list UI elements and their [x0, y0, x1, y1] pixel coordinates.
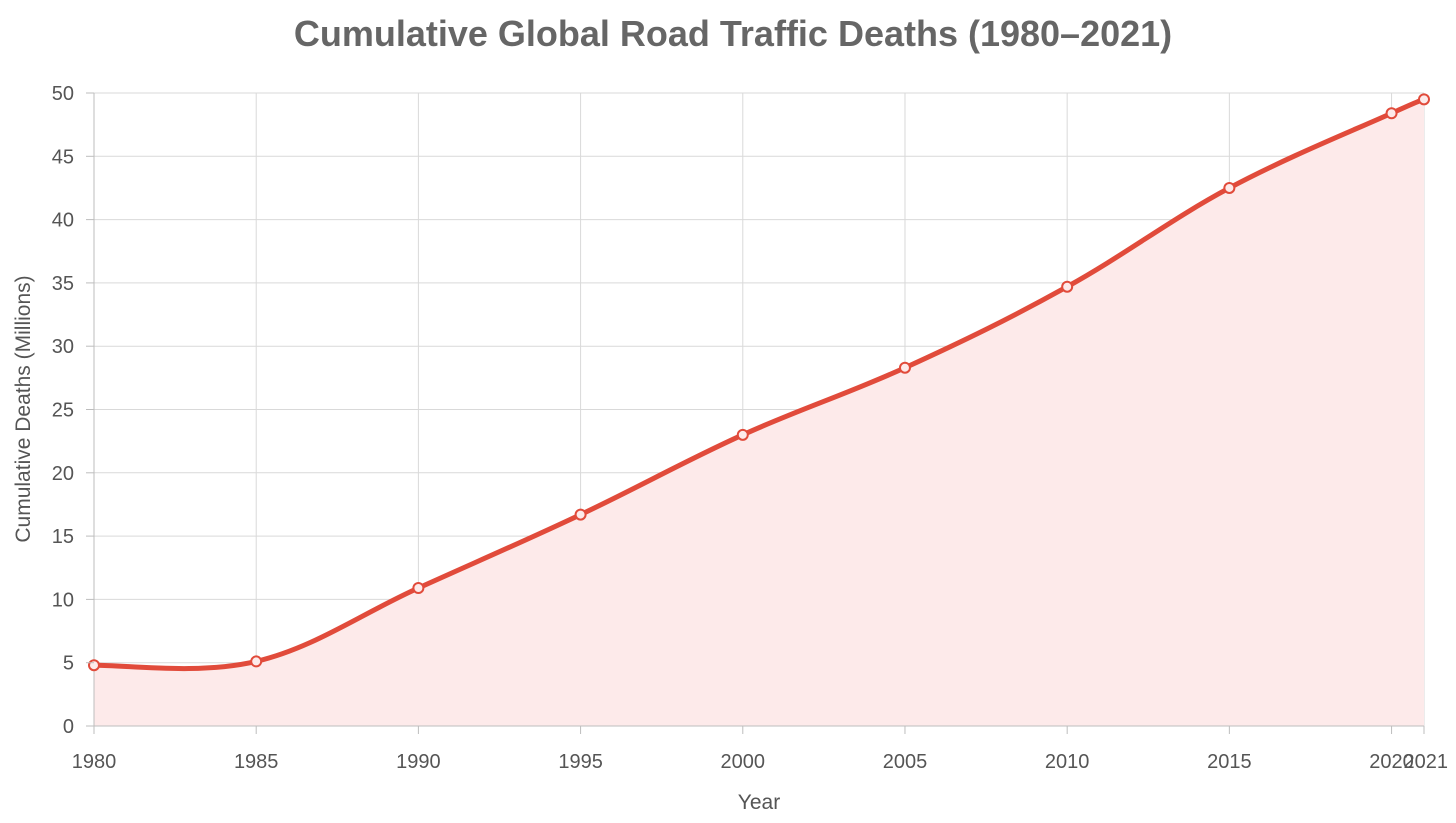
x-tick-label: 1980 — [72, 751, 117, 773]
y-tick-label: 15 — [52, 526, 74, 548]
y-tick-label: 50 — [52, 83, 74, 105]
y-axis-ticks: 0 5 10 15 20 25 30 35 40 45 50 — [52, 83, 94, 738]
y-tick-label: 0 — [63, 716, 74, 738]
x-tick-label: 2005 — [883, 751, 928, 773]
data-point-1990 — [412, 582, 425, 595]
x-tick-label: 2000 — [721, 751, 766, 773]
x-tick-label: 2020 — [1369, 751, 1414, 773]
x-axis-title: Year — [738, 791, 780, 814]
x-tick-label: 2010 — [1045, 751, 1090, 773]
series-line — [91, 96, 1427, 672]
chart-title: Cumulative Global Road Traffic Deaths (1… — [294, 13, 1172, 54]
y-tick-label: 10 — [52, 589, 74, 611]
y-tick-label: 45 — [52, 146, 74, 168]
data-point-1980 — [88, 659, 100, 672]
y-tick-label: 30 — [52, 336, 74, 358]
y-tick-label: 25 — [52, 400, 74, 422]
x-tick-label: 1990 — [396, 751, 441, 773]
x-tick-label: 2021 — [1404, 751, 1449, 773]
data-point-1985 — [250, 655, 263, 668]
data-point-2010 — [1061, 280, 1074, 293]
y-tick-label: 20 — [52, 463, 74, 485]
y-tick-label: 35 — [52, 273, 74, 295]
data-point-2015 — [1223, 181, 1236, 194]
data-point-2020 — [1385, 107, 1398, 120]
x-tick-label: 2015 — [1207, 751, 1252, 773]
y-tick-label: 40 — [52, 210, 74, 232]
data-point-2000 — [736, 428, 749, 441]
y-tick-label: 5 — [63, 653, 74, 675]
area-fill — [94, 99, 1424, 726]
data-point-1995 — [574, 508, 587, 521]
x-tick-label: 1985 — [234, 751, 279, 773]
data-point-2021 — [1418, 93, 1430, 106]
y-axis-title: Cumulative Deaths (Millions) — [12, 275, 35, 542]
data-point-2005 — [898, 361, 911, 374]
data-points — [88, 93, 1430, 672]
x-tick-label: 1995 — [558, 751, 603, 773]
